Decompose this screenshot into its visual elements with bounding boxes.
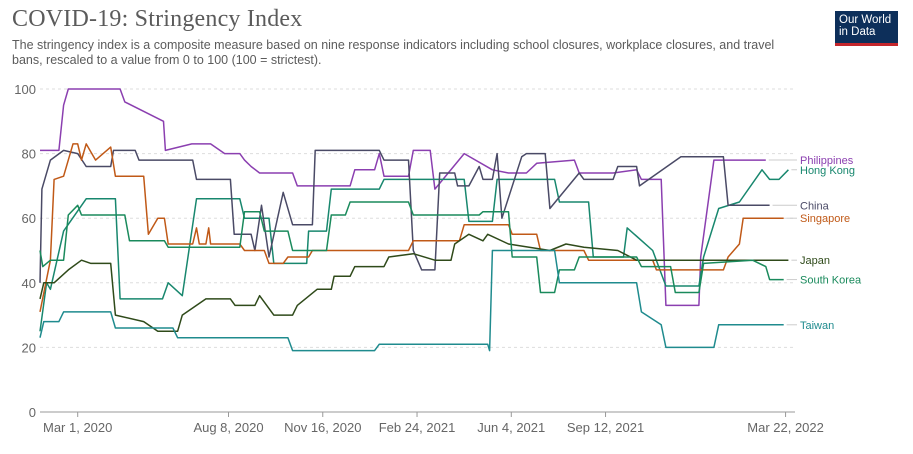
x-axis: Mar 1, 2020 Aug 8, 2020 Nov 16, 2020 Feb 24…	[43, 412, 824, 435]
y-tick-label: 80	[22, 147, 36, 162]
series-lines[interactable]	[39, 88, 789, 352]
legend-label-hong-kong[interactable]: Hong Kong	[800, 165, 855, 177]
series-line-singapore[interactable]	[39, 143, 784, 313]
legend-label-china[interactable]: China	[800, 200, 830, 212]
y-tick-label: 20	[22, 340, 36, 355]
legend-label-japan[interactable]: Japan	[800, 255, 830, 267]
x-tick-label: Feb 24, 2021	[379, 420, 456, 435]
series-line-hong-kong[interactable]	[39, 169, 789, 332]
y-tick-label: 0	[29, 405, 36, 420]
x-tick-label: Nov 16, 2020	[284, 420, 361, 435]
series-line-japan[interactable]	[39, 233, 789, 333]
x-tick-label: Sep 12, 2021	[567, 420, 644, 435]
x-tick-label: Jun 4, 2021	[477, 420, 545, 435]
x-tick-label: Mar 22, 2022	[747, 420, 824, 435]
logo-line-2: in Data	[839, 26, 876, 38]
legend-label-singapore[interactable]: Singapore	[800, 213, 850, 225]
legend-label-south-korea[interactable]: South Korea	[800, 275, 862, 287]
legend-label-philippines[interactable]: Philippines	[800, 155, 854, 167]
x-tick-label: Aug 8, 2020	[193, 420, 263, 435]
chart-subtitle: The stringency index is a composite meas…	[12, 38, 775, 67]
owid-logo[interactable]: Our World in Data	[835, 11, 898, 46]
gridlines	[40, 88, 795, 413]
series-line-south-korea[interactable]	[39, 201, 784, 294]
y-axis: 0 20 40 60 80 100	[14, 82, 36, 420]
legend-label-taiwan[interactable]: Taiwan	[800, 320, 834, 332]
y-tick-label: 60	[22, 211, 36, 226]
x-tick-label: Mar 1, 2020	[43, 420, 112, 435]
series-line-taiwan[interactable]	[39, 249, 784, 352]
chart-title: COVID-19: Stringency Index	[12, 6, 303, 32]
logo-line-1: Our World	[839, 14, 892, 26]
y-tick-label: 100	[14, 82, 36, 97]
series-line-china[interactable]	[39, 149, 770, 283]
y-tick-label: 40	[22, 276, 36, 291]
series-line-philippines[interactable]	[40, 88, 766, 307]
